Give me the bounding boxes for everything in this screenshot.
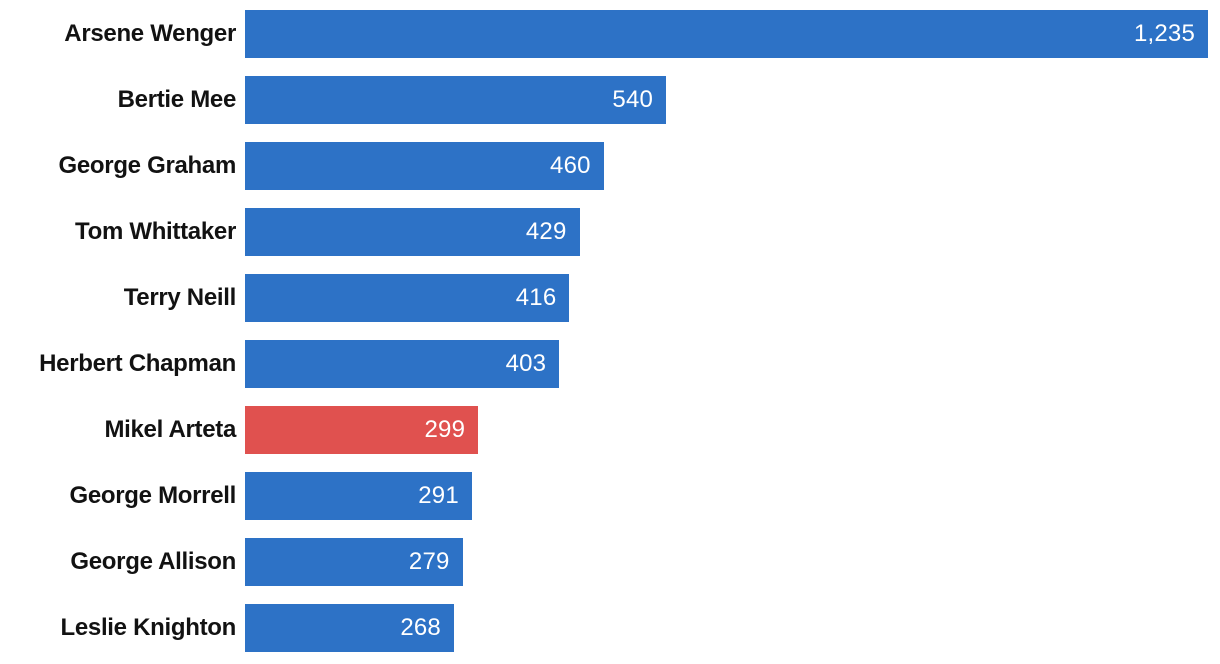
value-label: 460 [550,152,591,179]
bar-track: 540 [245,76,1208,124]
bar-track: 416 [245,274,1208,322]
bar: 416 [245,274,570,322]
bar: 460 [245,142,604,190]
bar-row: Arsene Wenger 1,235 [0,10,1220,58]
value-label: 291 [418,482,459,509]
value-label: 299 [424,416,466,443]
category-label: Herbert Chapman [39,350,236,377]
category-label: Tom Whittaker [75,218,236,245]
bar: 1,235 [245,10,1208,58]
category-label: Mikel Arteta [104,416,236,443]
bar: 279 [245,538,463,586]
bar-row: Mikel Arteta 299 [0,406,1220,454]
value-label: 279 [408,548,450,575]
bar-row: George Allison 279 [0,538,1220,586]
category-label: Leslie Knighton [60,614,236,641]
value-label: 1,235 [1133,20,1195,47]
bar-track: 403 [245,340,1208,388]
value-label: 268 [400,614,441,641]
bar: 403 [245,340,560,388]
bar-track: 429 [245,208,1208,256]
category-label: George Allison [70,548,236,575]
value-label: 429 [525,218,567,245]
bar: 429 [245,208,580,256]
bar-row: Tom Whittaker 429 [0,208,1220,256]
bar-row: Leslie Knighton 268 [0,604,1220,652]
bar-track: 291 [245,472,1208,520]
category-label: Terry Neill [123,284,237,311]
bar: 268 [245,604,454,652]
category-label: George Graham [58,152,237,179]
bar-track: 299 [245,406,1208,454]
category-label: George Morrell [69,482,236,509]
bar: 299 [245,406,479,454]
category-label: Bertie Mee [117,86,237,113]
value-label: 403 [505,350,547,377]
bar-track: 460 [245,142,1208,190]
bar-row: George Morrell 291 [0,472,1220,520]
bar: 540 [245,76,667,124]
bar: 291 [245,472,472,520]
bar-track: 268 [245,604,1208,652]
bar-row: George Graham 460 [0,142,1220,190]
category-label: Arsene Wenger [64,20,236,47]
value-label: 540 [612,86,654,113]
bar-track: 1,235 [245,10,1208,58]
bar-row: Terry Neill 416 [0,274,1220,322]
bar-track: 279 [245,538,1208,586]
bar-row: Herbert Chapman 403 [0,340,1220,388]
bar-row: Bertie Mee 540 [0,76,1220,124]
value-label: 416 [515,284,557,311]
